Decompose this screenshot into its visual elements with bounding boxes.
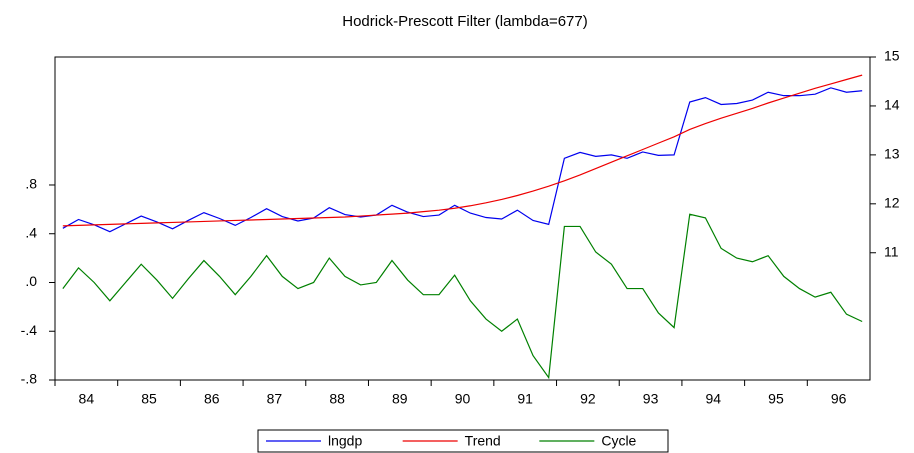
y2-tick-label: 11 (884, 243, 899, 259)
y-tick-label: -.8 (21, 371, 38, 387)
plot-frame (54, 56, 871, 381)
x-tick-label: 94 (705, 391, 721, 407)
legend-label: lngdp (328, 433, 362, 449)
x-tick-label: 96 (831, 391, 847, 407)
y-tick-label: .8 (25, 176, 37, 192)
y2-tick-label: 15 (884, 48, 900, 64)
y-tick-label: .0 (25, 273, 37, 289)
x-tick-label: 87 (267, 391, 283, 407)
series-line (62, 74, 863, 227)
y2-tick-label: 13 (884, 146, 900, 162)
x-tick-label: 91 (517, 391, 533, 407)
x-tick-label: 89 (392, 391, 408, 407)
series-line (62, 213, 863, 380)
legend-label: Cycle (601, 433, 636, 449)
series-line (62, 87, 863, 233)
x-tick-label: 93 (643, 391, 659, 407)
chart-title: Hodrick-Prescott Filter (lambda=677) (342, 13, 588, 30)
y2-tick-label: 14 (884, 97, 900, 113)
x-tick-label: 84 (79, 391, 95, 407)
x-tick-label: 90 (455, 391, 471, 407)
x-tick-label: 95 (768, 391, 784, 407)
y-tick-label: -.4 (21, 322, 38, 338)
y2-tick-label: 12 (884, 195, 900, 211)
x-tick-label: 85 (141, 391, 157, 407)
x-tick-label: 92 (580, 391, 596, 407)
x-tick-label: 88 (329, 391, 345, 407)
legend-label: Trend (465, 433, 501, 449)
y-tick-label: .4 (25, 224, 37, 240)
legend-box (257, 429, 669, 453)
x-tick-label: 86 (204, 391, 220, 407)
